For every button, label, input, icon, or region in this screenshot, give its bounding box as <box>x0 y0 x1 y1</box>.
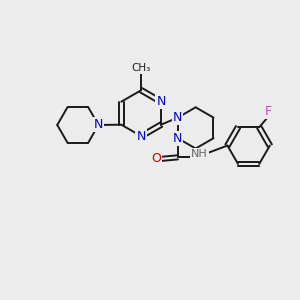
Text: CH₃: CH₃ <box>131 63 151 73</box>
Text: N: N <box>156 95 166 108</box>
Text: N: N <box>173 132 182 145</box>
Text: N: N <box>173 111 182 124</box>
Text: N: N <box>94 118 103 131</box>
Text: F: F <box>265 105 272 119</box>
Text: O: O <box>151 152 160 165</box>
Text: NH: NH <box>191 149 208 159</box>
Text: N: N <box>136 130 146 143</box>
